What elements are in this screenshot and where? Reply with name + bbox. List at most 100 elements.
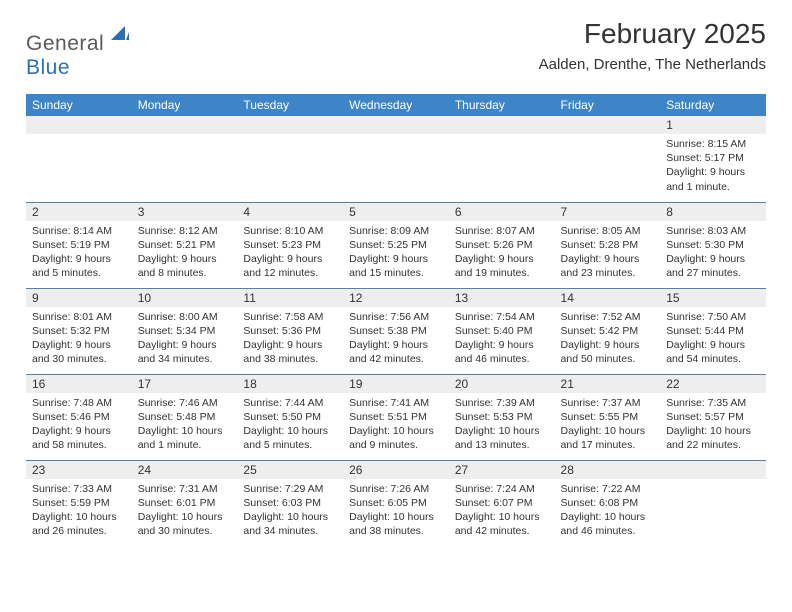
day-details: Sunrise: 8:03 AMSunset: 5:30 PMDaylight:… [660,221,766,285]
calendar-day-cell: 22Sunrise: 7:35 AMSunset: 5:57 PMDayligh… [660,374,766,460]
calendar-week-row: 23Sunrise: 7:33 AMSunset: 5:59 PMDayligh… [26,460,766,546]
day-details: Sunrise: 8:05 AMSunset: 5:28 PMDaylight:… [555,221,661,285]
day-number: 15 [660,289,766,307]
day-number: 16 [26,375,132,393]
day-number: 6 [449,203,555,221]
weekday-heading: Wednesday [343,94,449,116]
day-number: 14 [555,289,661,307]
calendar-day-cell: 1Sunrise: 8:15 AMSunset: 5:17 PMDaylight… [660,116,766,202]
calendar-day-cell: 23Sunrise: 7:33 AMSunset: 5:59 PMDayligh… [26,460,132,546]
calendar-day-cell: 15Sunrise: 7:50 AMSunset: 5:44 PMDayligh… [660,288,766,374]
calendar-day-cell: 8Sunrise: 8:03 AMSunset: 5:30 PMDaylight… [660,202,766,288]
day-details: Sunrise: 8:14 AMSunset: 5:19 PMDaylight:… [26,221,132,285]
day-details: Sunrise: 8:00 AMSunset: 5:34 PMDaylight:… [132,307,238,371]
day-number: 4 [237,203,343,221]
day-number: 3 [132,203,238,221]
day-number: 18 [237,375,343,393]
calendar-day-cell: 10Sunrise: 8:00 AMSunset: 5:34 PMDayligh… [132,288,238,374]
day-details: Sunrise: 8:12 AMSunset: 5:21 PMDaylight:… [132,221,238,285]
day-number [660,461,766,479]
calendar-week-row: 1Sunrise: 8:15 AMSunset: 5:17 PMDaylight… [26,116,766,202]
day-details: Sunrise: 7:33 AMSunset: 5:59 PMDaylight:… [26,479,132,543]
calendar-day-cell [449,116,555,202]
day-number: 13 [449,289,555,307]
day-details: Sunrise: 7:54 AMSunset: 5:40 PMDaylight:… [449,307,555,371]
day-number: 5 [343,203,449,221]
day-number [555,116,661,134]
calendar-day-cell: 27Sunrise: 7:24 AMSunset: 6:07 PMDayligh… [449,460,555,546]
logo-sail-icon [111,24,129,40]
day-details: Sunrise: 7:35 AMSunset: 5:57 PMDaylight:… [660,393,766,457]
calendar-page: General Blue February 2025 Aalden, Drent… [0,0,792,546]
calendar-day-cell: 26Sunrise: 7:26 AMSunset: 6:05 PMDayligh… [343,460,449,546]
calendar-day-cell [132,116,238,202]
day-details: Sunrise: 7:58 AMSunset: 5:36 PMDaylight:… [237,307,343,371]
day-details: Sunrise: 7:29 AMSunset: 6:03 PMDaylight:… [237,479,343,543]
day-number: 10 [132,289,238,307]
calendar-week-row: 9Sunrise: 8:01 AMSunset: 5:32 PMDaylight… [26,288,766,374]
day-details: Sunrise: 7:46 AMSunset: 5:48 PMDaylight:… [132,393,238,457]
day-number: 24 [132,461,238,479]
month-title: February 2025 [539,18,766,50]
weekday-heading: Friday [555,94,661,116]
day-number: 27 [449,461,555,479]
calendar-table: Sunday Monday Tuesday Wednesday Thursday… [26,94,766,546]
calendar-day-cell: 12Sunrise: 7:56 AMSunset: 5:38 PMDayligh… [343,288,449,374]
day-details: Sunrise: 7:24 AMSunset: 6:07 PMDaylight:… [449,479,555,543]
day-details: Sunrise: 8:15 AMSunset: 5:17 PMDaylight:… [660,134,766,198]
day-number [132,116,238,134]
calendar-day-cell: 2Sunrise: 8:14 AMSunset: 5:19 PMDaylight… [26,202,132,288]
day-details: Sunrise: 7:56 AMSunset: 5:38 PMDaylight:… [343,307,449,371]
day-number [237,116,343,134]
logo-word-2: Blue [26,56,70,79]
calendar-day-cell [343,116,449,202]
day-number: 20 [449,375,555,393]
day-details: Sunrise: 8:09 AMSunset: 5:25 PMDaylight:… [343,221,449,285]
day-number: 25 [237,461,343,479]
calendar-day-cell: 18Sunrise: 7:44 AMSunset: 5:50 PMDayligh… [237,374,343,460]
day-number [26,116,132,134]
day-details: Sunrise: 7:48 AMSunset: 5:46 PMDaylight:… [26,393,132,457]
calendar-day-cell [555,116,661,202]
calendar-day-cell: 24Sunrise: 7:31 AMSunset: 6:01 PMDayligh… [132,460,238,546]
calendar-day-cell: 5Sunrise: 8:09 AMSunset: 5:25 PMDaylight… [343,202,449,288]
day-number: 28 [555,461,661,479]
calendar-day-cell: 9Sunrise: 8:01 AMSunset: 5:32 PMDaylight… [26,288,132,374]
logo: General Blue [26,18,129,80]
header-row: General Blue February 2025 Aalden, Drent… [26,18,766,80]
day-number: 21 [555,375,661,393]
day-number [343,116,449,134]
calendar-day-cell: 7Sunrise: 8:05 AMSunset: 5:28 PMDaylight… [555,202,661,288]
calendar-day-cell: 21Sunrise: 7:37 AMSunset: 5:55 PMDayligh… [555,374,661,460]
calendar-week-row: 16Sunrise: 7:48 AMSunset: 5:46 PMDayligh… [26,374,766,460]
logo-text-stack: General Blue [26,24,129,80]
day-details: Sunrise: 7:44 AMSunset: 5:50 PMDaylight:… [237,393,343,457]
day-number [449,116,555,134]
calendar-day-cell: 19Sunrise: 7:41 AMSunset: 5:51 PMDayligh… [343,374,449,460]
calendar-day-cell: 3Sunrise: 8:12 AMSunset: 5:21 PMDaylight… [132,202,238,288]
calendar-day-cell: 28Sunrise: 7:22 AMSunset: 6:08 PMDayligh… [555,460,661,546]
day-number: 19 [343,375,449,393]
calendar-day-cell [26,116,132,202]
calendar-body: 1Sunrise: 8:15 AMSunset: 5:17 PMDaylight… [26,116,766,546]
day-number: 12 [343,289,449,307]
day-number: 22 [660,375,766,393]
day-number: 26 [343,461,449,479]
day-details: Sunrise: 8:07 AMSunset: 5:26 PMDaylight:… [449,221,555,285]
calendar-day-cell: 16Sunrise: 7:48 AMSunset: 5:46 PMDayligh… [26,374,132,460]
calendar-day-cell: 25Sunrise: 7:29 AMSunset: 6:03 PMDayligh… [237,460,343,546]
day-details: Sunrise: 8:01 AMSunset: 5:32 PMDaylight:… [26,307,132,371]
day-details: Sunrise: 7:41 AMSunset: 5:51 PMDaylight:… [343,393,449,457]
weekday-heading: Monday [132,94,238,116]
weekday-heading: Saturday [660,94,766,116]
day-details: Sunrise: 8:10 AMSunset: 5:23 PMDaylight:… [237,221,343,285]
day-number: 17 [132,375,238,393]
day-number: 2 [26,203,132,221]
calendar-day-cell: 20Sunrise: 7:39 AMSunset: 5:53 PMDayligh… [449,374,555,460]
day-number: 7 [555,203,661,221]
weekday-heading: Sunday [26,94,132,116]
day-details: Sunrise: 7:39 AMSunset: 5:53 PMDaylight:… [449,393,555,457]
day-number: 9 [26,289,132,307]
day-details: Sunrise: 7:52 AMSunset: 5:42 PMDaylight:… [555,307,661,371]
location-text: Aalden, Drenthe, The Netherlands [539,56,766,73]
